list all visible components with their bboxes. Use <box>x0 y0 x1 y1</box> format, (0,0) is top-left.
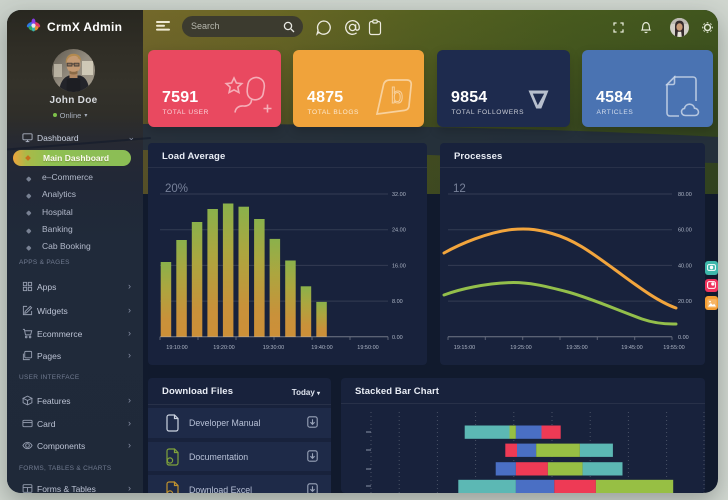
svg-text:19:30:00: 19:30:00 <box>263 345 284 351</box>
svg-text:0.00: 0.00 <box>392 335 403 341</box>
svg-text:19:50:00: 19:50:00 <box>357 345 378 351</box>
svg-text:19:10:00: 19:10:00 <box>166 345 187 351</box>
svg-text:19:55:00: 19:55:00 <box>663 345 684 351</box>
svg-text:19:35:00: 19:35:00 <box>566 345 587 351</box>
svg-text:32.00: 32.00 <box>392 192 406 198</box>
svg-text:8.00: 8.00 <box>392 299 403 305</box>
svg-text:19:20:00: 19:20:00 <box>213 345 234 351</box>
svg-text:b: b <box>391 83 403 108</box>
svg-text:19:45:00: 19:45:00 <box>621 345 642 351</box>
svg-text:80.00: 80.00 <box>678 192 692 198</box>
svg-text:16.00: 16.00 <box>392 263 406 269</box>
svg-text:20.00: 20.00 <box>678 299 692 305</box>
svg-text:19:15:00: 19:15:00 <box>454 345 475 351</box>
svg-text:19:40:00: 19:40:00 <box>311 345 332 351</box>
svg-text:60.00: 60.00 <box>678 228 692 234</box>
svg-text:24.00: 24.00 <box>392 228 406 234</box>
svg-text:40.00: 40.00 <box>678 263 692 269</box>
svg-text:0.00: 0.00 <box>678 335 689 341</box>
svg-text:19:25:00: 19:25:00 <box>510 345 531 351</box>
